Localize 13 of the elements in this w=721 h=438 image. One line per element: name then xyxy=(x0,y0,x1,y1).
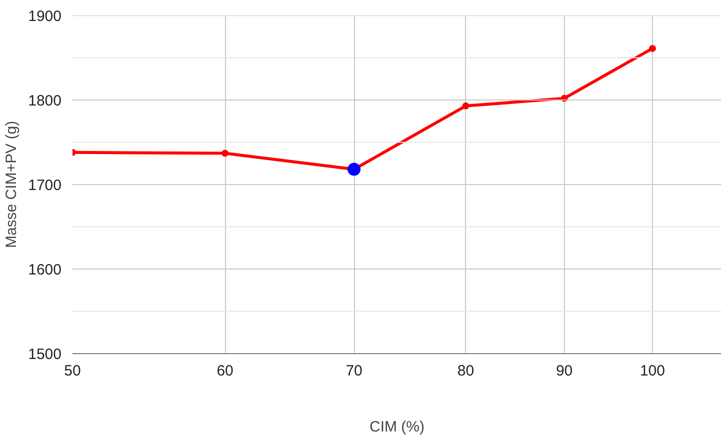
x-tick-label: 80 xyxy=(457,362,474,380)
x-tick-label: 90 xyxy=(556,362,573,380)
x-tick-label: 70 xyxy=(346,362,362,380)
y-axis-title: Masse CIM+PV (g) xyxy=(3,120,20,248)
x-axis-title: CIM (%) xyxy=(370,418,425,436)
x-tick-label: 50 xyxy=(64,362,81,380)
y-tick-label: 1500 xyxy=(28,346,62,363)
x-tick-label: 100 xyxy=(640,362,665,380)
y-tick-label: 1900 xyxy=(28,8,62,25)
y-tick-label: 1700 xyxy=(28,177,62,194)
y-tick-label: 1800 xyxy=(28,92,62,110)
x-tick-label: 60 xyxy=(216,362,234,380)
y-tick-label: 1600 xyxy=(28,262,62,278)
